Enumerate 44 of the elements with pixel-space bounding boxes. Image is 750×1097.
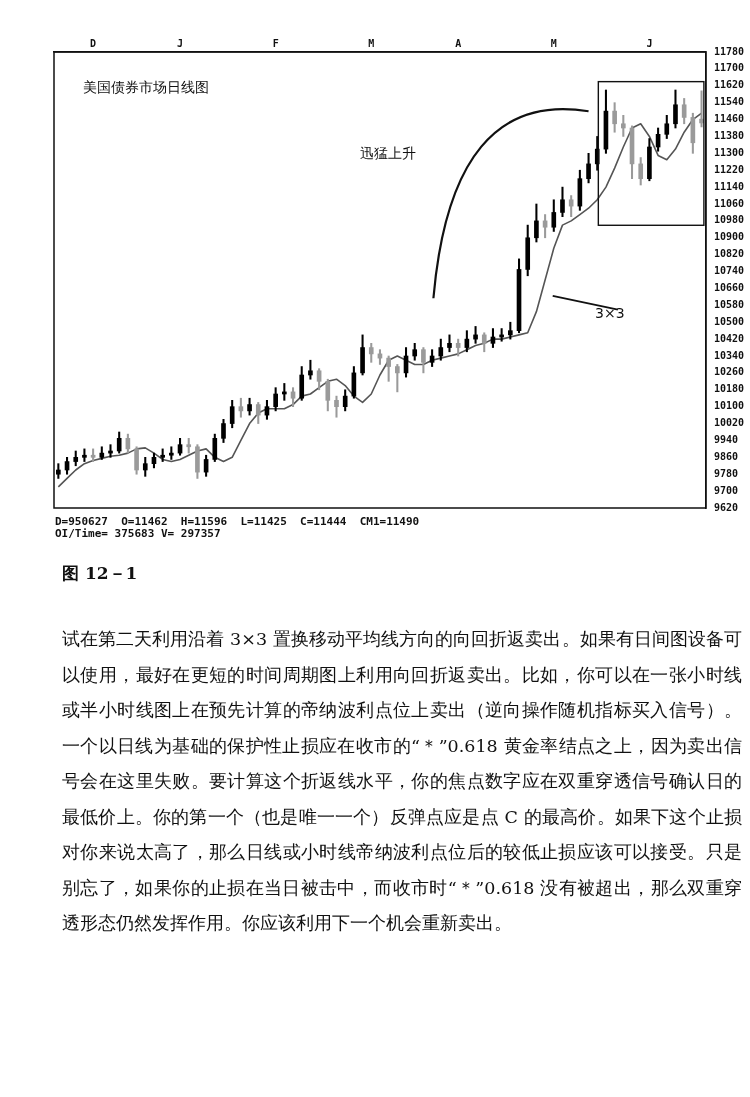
y-tick-label: 11700 bbox=[713, 62, 745, 74]
y-tick-label: 10500 bbox=[713, 315, 745, 327]
caption: 图 12－1 bbox=[62, 562, 138, 585]
x-tick-label: M bbox=[368, 37, 375, 49]
y-tick-label: 10820 bbox=[713, 248, 745, 260]
y-tick-label: 9860 bbox=[713, 450, 738, 462]
y-tick-label: 10980 bbox=[713, 214, 745, 226]
y-tick-label: 11140 bbox=[713, 180, 745, 192]
y-tick-label: 10180 bbox=[713, 383, 745, 395]
y-tick-label: 10740 bbox=[713, 265, 745, 277]
y-tick-label: 9780 bbox=[713, 467, 738, 479]
y-tick-label: 10260 bbox=[713, 366, 745, 378]
y-tick-label: 11780 bbox=[713, 45, 745, 57]
x-tick-label: M bbox=[550, 37, 557, 49]
annotation: 3×3 bbox=[595, 304, 625, 321]
y-tick-label: 10580 bbox=[713, 298, 745, 310]
text: D=950627 O=11462 H=11596 L=11425 C=11444 CM1=11490 bbox=[55, 515, 420, 528]
y-tick-label: 11060 bbox=[713, 197, 745, 209]
y-tick-label: 10660 bbox=[713, 282, 745, 294]
annotation: 迅猛上升 bbox=[360, 145, 417, 162]
y-tick-label: 11620 bbox=[713, 79, 745, 91]
candlestick bbox=[334, 395, 339, 418]
y-tick-label: 11460 bbox=[713, 113, 745, 125]
y-tick-label: 10100 bbox=[713, 400, 745, 412]
text: OI/Time= 375683 V= 297357 bbox=[55, 527, 221, 540]
x-tick-label: J bbox=[646, 37, 653, 49]
y-tick-label: 9700 bbox=[713, 484, 738, 496]
candlestick bbox=[447, 334, 452, 353]
y-tick-label: 11380 bbox=[713, 130, 745, 142]
y-tick-label: 9620 bbox=[713, 501, 738, 513]
y-tick-label: 10420 bbox=[713, 332, 745, 344]
y-tick-label: 9940 bbox=[713, 434, 738, 446]
text: 试在第二天利用沿着 3×3 置换移动平均线方向的向回折返卖出。如果有日间图设备可以使用，最好在更短的时间周期图上利用向回折返卖出。比如，你可以在一张小时线或半小时线图上在预先计算的帝纳波利点位上卖出（逆向操作随机指标买入信号）。一个以日线为基础的保护性止损应在收市的“＊”0.618 黄金率结点之上，因为卖出信号会在这里失败。要计算这个折返线水平，你的焦点数字应在双重穿透信号确认日的最低价上。你的第一个（也是唯一一个）反弹点应是点 C 的最高价。如果下这个止损对你来说太高了，那么日线或小时线帝纳波利点位后的较低止损应该可以接受。只是别忘了，如果你的止损在当日被击中，而收市时“＊”0.618 没有被超出，那么双重穿透形态仍然发挥作用。你应该利用下一个机会重新卖出。 bbox=[62, 629, 742, 933]
x-tick-label: D bbox=[90, 37, 97, 49]
y-tick-label: 11540 bbox=[713, 96, 745, 108]
text: 美国债券市场日线图 bbox=[83, 79, 210, 96]
x-tick-label: A bbox=[455, 37, 462, 49]
y-tick-label: 11220 bbox=[713, 163, 745, 175]
y-tick-label: 11300 bbox=[713, 146, 745, 158]
x-tick-label: F bbox=[272, 37, 279, 49]
y-tick-label: 10340 bbox=[713, 349, 745, 361]
x-tick-label: J bbox=[177, 37, 184, 49]
y-tick-label: 10020 bbox=[713, 417, 745, 429]
y-tick-label: 10900 bbox=[713, 231, 745, 243]
